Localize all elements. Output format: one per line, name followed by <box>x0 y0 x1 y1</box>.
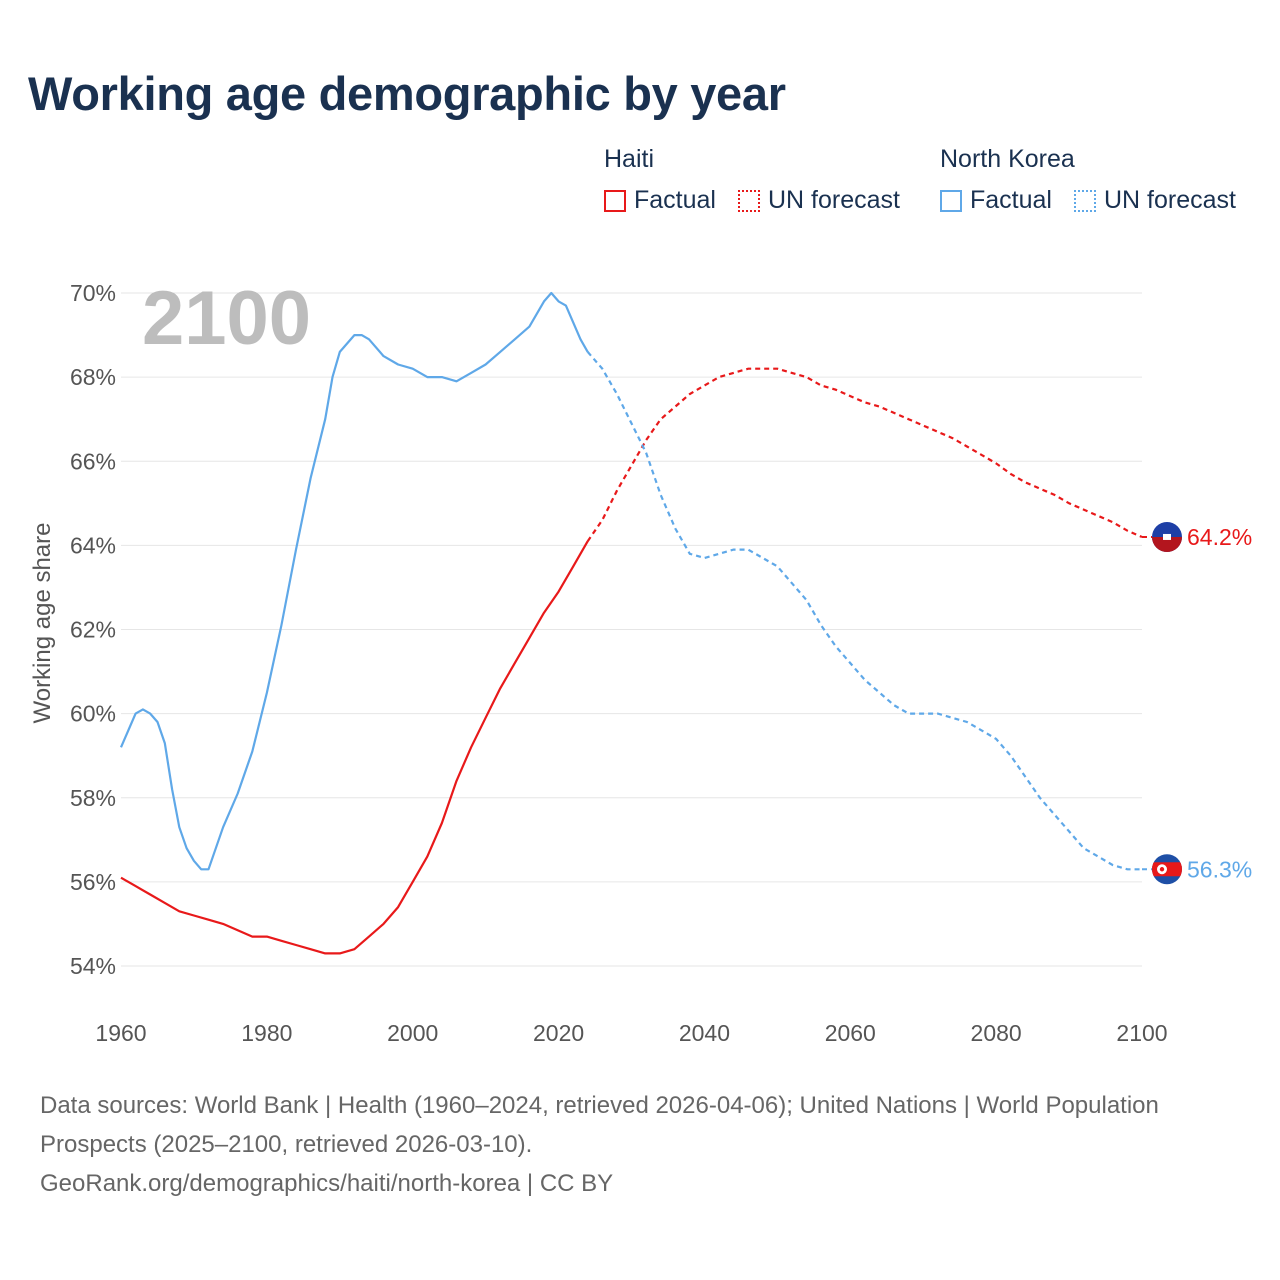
legend-swatch-icon <box>738 189 760 212</box>
footer: Data sources: World Bank | Health (1960–… <box>40 1086 1220 1203</box>
line-chart: 54% 56% 58% 60% 62% 64% 66% 68% 70% 1960 1980 2000… <box>29 276 1252 1046</box>
x-tick-label: 2080 <box>971 1020 1022 1046</box>
y-tick-label: 66% <box>70 448 116 474</box>
legend-swatch-icon <box>604 189 626 212</box>
end-markers: 64.2% 56.3% <box>1152 521 1252 885</box>
legend-group-haiti: Haiti <box>604 145 655 173</box>
y-axis-ticks: 54% 56% 58% 60% 62% 64% 66% 68% 70% <box>70 280 116 979</box>
legend-item-north-korea-factual[interactable]: Factual <box>940 186 1052 215</box>
legend-item-haiti-factual[interactable]: Factual <box>604 186 716 215</box>
legend-item-north-korea-forecast[interactable]: UN forecast <box>1074 186 1236 215</box>
line-haiti-factual <box>120 540 589 955</box>
x-tick-label: 1960 <box>95 1020 146 1046</box>
y-axis-label: Working age share <box>29 523 56 724</box>
legend-swatch-icon <box>1074 189 1096 212</box>
gridlines <box>121 292 1142 967</box>
legend-label: UN forecast <box>768 186 900 214</box>
line-north-korea-factual <box>119 291 589 871</box>
y-tick-label: 58% <box>70 785 116 811</box>
end-label-north-korea: 56.3% <box>1187 856 1252 882</box>
haiti-flag-icon <box>1152 521 1182 552</box>
page-title: Working age demographic by year <box>28 67 786 120</box>
y-tick-label: 64% <box>70 532 116 558</box>
x-tick-label: 2020 <box>533 1020 584 1046</box>
x-tick-label: 2000 <box>387 1020 438 1046</box>
legend-item-haiti-forecast[interactable]: UN forecast <box>738 186 900 215</box>
x-tick-label: 2060 <box>825 1020 876 1046</box>
y-tick-label: 70% <box>70 280 116 306</box>
data-sources: Data sources: World Bank | Health (1960–… <box>40 1092 1159 1158</box>
legend-label: Factual <box>634 186 716 214</box>
x-tick-label: 2040 <box>679 1020 730 1046</box>
line-haiti-forecast <box>586 367 1143 542</box>
x-tick-label: 1980 <box>241 1020 292 1046</box>
legend-group-north-korea: North Korea <box>940 145 1075 173</box>
legend-swatch-icon <box>940 189 962 212</box>
year-watermark: 2100 <box>142 276 311 361</box>
credit-link[interactable]: GeoRank.org/demographics/haiti/north-kor… <box>40 1170 614 1197</box>
x-axis-ticks: 1960 1980 2000 2020 2040 2060 2080 2100 <box>95 1020 1167 1046</box>
line-north-korea-forecast <box>586 351 1142 871</box>
legend-label: Factual <box>970 186 1052 214</box>
y-tick-label: 56% <box>70 869 116 895</box>
north-korea-flag-icon <box>1152 854 1182 885</box>
x-tick-label: 2100 <box>1116 1020 1167 1046</box>
series-lines <box>119 291 1152 955</box>
y-tick-label: 62% <box>70 617 116 643</box>
y-tick-label: 60% <box>70 701 116 727</box>
end-label-haiti: 64.2% <box>1187 524 1252 550</box>
y-tick-label: 54% <box>70 953 116 979</box>
y-tick-label: 68% <box>70 364 116 390</box>
legend-label: UN forecast <box>1104 186 1236 214</box>
